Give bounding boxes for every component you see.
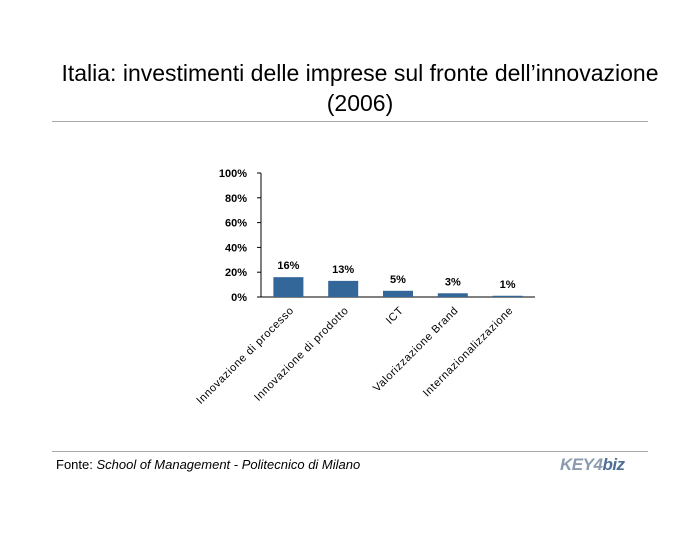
data-label: 13% bbox=[332, 264, 354, 276]
bar bbox=[492, 295, 523, 297]
bar bbox=[437, 293, 468, 297]
y-tick-label: 40% bbox=[225, 242, 247, 254]
y-tick-label: 80% bbox=[225, 193, 247, 205]
y-tick-label: 20% bbox=[225, 267, 247, 279]
bar bbox=[273, 277, 304, 297]
title-line-1: Italia: investimenti delle imprese sul f… bbox=[61, 60, 659, 86]
source-footer: Fonte: School of Management - Politecnic… bbox=[56, 457, 360, 472]
category-label: Internazionalizzazione bbox=[421, 305, 516, 400]
data-label: 3% bbox=[445, 276, 461, 288]
logo-four: 4 bbox=[593, 455, 603, 474]
y-tick-label: 60% bbox=[225, 218, 247, 230]
slide-title: Italia: investimenti delle imprese sul f… bbox=[20, 58, 700, 118]
bar-chart: 0% 20% 40% 60% 80% 100% 16% Innovazione di proc… bbox=[194, 168, 535, 407]
data-label: 1% bbox=[500, 279, 516, 291]
logo-key: KEY bbox=[560, 455, 594, 474]
category-label: ICT bbox=[384, 305, 406, 327]
source-prefix: Fonte: bbox=[56, 457, 97, 472]
source-name: School of Management - Politecnico di Mi… bbox=[96, 457, 361, 472]
top-divider bbox=[52, 121, 648, 122]
y-tick-label: 100% bbox=[219, 168, 247, 180]
bottom-divider bbox=[52, 451, 648, 452]
key4biz-logo: KEY4biz bbox=[560, 455, 625, 475]
bar bbox=[383, 290, 413, 297]
data-label: 16% bbox=[277, 260, 299, 272]
title-line-2: (2006) bbox=[326, 90, 394, 116]
logo-biz: biz bbox=[602, 455, 625, 474]
category-label: Innovazione di prodotto bbox=[252, 305, 351, 404]
category-label: Innovazione di processo bbox=[194, 305, 296, 407]
data-label: 5% bbox=[390, 274, 406, 286]
bar bbox=[328, 280, 359, 297]
y-tick-label: 0% bbox=[231, 292, 247, 304]
